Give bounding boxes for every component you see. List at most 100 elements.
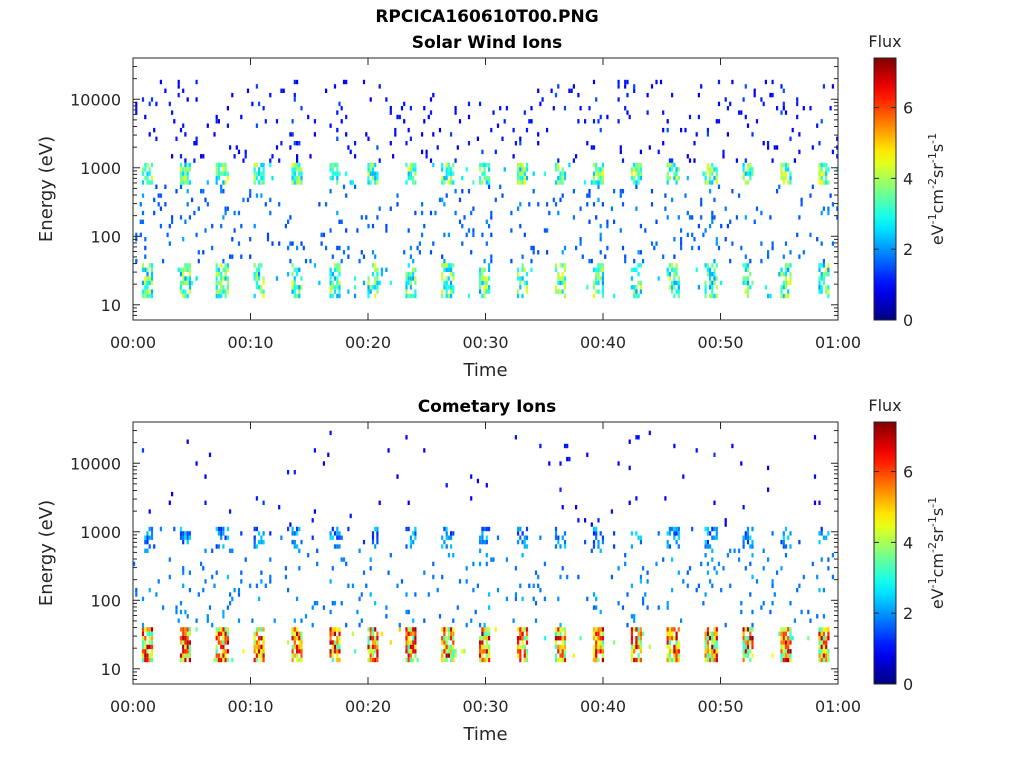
heatmap-cell — [157, 193, 160, 198]
heatmap-cell — [369, 171, 372, 176]
heatmap-cell — [182, 180, 185, 185]
heatmap-cell — [445, 175, 448, 181]
heatmap-cell — [822, 587, 825, 593]
heatmap-cell — [485, 289, 488, 294]
heatmap-cell — [222, 258, 225, 264]
heatmap-cell — [445, 280, 448, 286]
heatmap-cell — [298, 293, 301, 299]
heatmap-cell — [796, 101, 799, 107]
heatmap-cell — [639, 263, 642, 268]
heatmap-cell — [729, 583, 732, 588]
heatmap-cell — [639, 579, 642, 584]
heatmap-cell — [525, 640, 529, 645]
heatmap-cell — [188, 162, 191, 168]
heatmap-cell — [362, 570, 366, 575]
heatmap-cell — [742, 649, 745, 654]
heatmap-cell — [485, 640, 488, 645]
heatmap-cell — [186, 644, 189, 650]
heatmap-cell — [479, 636, 482, 641]
heatmap-cell — [519, 649, 522, 654]
heatmap-cell — [720, 587, 723, 593]
heatmap-cell — [380, 272, 383, 277]
heatmap-cell — [409, 627, 412, 632]
heatmap-cell — [521, 631, 524, 636]
heatmap-cell — [559, 180, 562, 185]
heatmap-cell — [709, 636, 712, 641]
heatmap-cell — [664, 496, 667, 501]
heatmap-cell — [735, 215, 738, 220]
heatmap-cell — [626, 79, 629, 85]
heatmap-cell — [148, 653, 151, 658]
heatmap-cell — [421, 210, 424, 216]
heatmap-cell — [592, 592, 596, 597]
heatmap-cell — [222, 167, 225, 172]
heatmap-cell — [289, 145, 292, 150]
heatmap-cell — [224, 657, 227, 663]
heatmap-cell — [447, 553, 450, 558]
heatmap-cell — [650, 202, 654, 207]
heatmap-cell — [789, 649, 792, 654]
heatmap-cell — [407, 627, 410, 632]
heatmap-cell — [144, 162, 147, 168]
heatmap-cell — [521, 531, 524, 536]
heatmap-cell — [789, 653, 792, 658]
heatmap-cell — [613, 219, 616, 224]
heatmap-cell — [599, 237, 602, 242]
heatmap-cell — [141, 193, 145, 198]
heatmap-cell — [675, 272, 678, 277]
heatmap-cell — [369, 631, 372, 636]
heatmap-cell — [291, 272, 294, 277]
heatmap-cell — [525, 526, 529, 532]
heatmap-cell — [224, 293, 227, 299]
heatmap-cell — [546, 250, 549, 255]
heatmap-cell — [688, 158, 692, 163]
heatmap-cell — [226, 280, 229, 286]
heatmap-cell — [561, 272, 564, 277]
heatmap-cell — [599, 114, 602, 120]
heatmap-cell — [240, 579, 243, 584]
heatmap-cell — [202, 566, 205, 571]
heatmap-cell — [242, 649, 245, 654]
heatmap-cell — [412, 175, 415, 181]
heatmap-cell — [820, 657, 823, 663]
heatmap-cell — [226, 636, 229, 641]
heatmap-cell — [530, 106, 533, 111]
heatmap-cell — [630, 657, 633, 663]
heatmap-cell — [376, 531, 379, 536]
heatmap-cell — [445, 289, 448, 294]
heatmap-cell — [825, 535, 828, 540]
heatmap-cell — [782, 280, 785, 286]
heatmap-cell — [601, 162, 604, 168]
heatmap-cell — [635, 644, 638, 650]
heatmap-cell — [443, 285, 446, 290]
heatmap-cell — [711, 215, 714, 220]
heatmap-cell — [762, 141, 765, 146]
heatmap-cell — [376, 649, 379, 654]
heatmap-cell — [336, 263, 339, 268]
heatmap-cell — [517, 653, 520, 658]
heatmap-cell — [512, 127, 515, 133]
heatmap-cell — [441, 636, 444, 641]
heatmap-cell — [222, 627, 225, 632]
heatmap-cell — [711, 293, 714, 299]
heatmap-cell — [599, 250, 602, 255]
heatmap-cell — [291, 631, 294, 636]
heatmap-cell — [666, 657, 669, 663]
heatmap-cell — [572, 158, 575, 163]
heatmap-cell — [260, 657, 263, 663]
heatmap-cell — [588, 189, 591, 194]
heatmap-cell — [613, 189, 616, 194]
heatmap-cell — [445, 649, 448, 654]
heatmap-cell — [461, 189, 464, 194]
heatmap-cell — [488, 289, 491, 294]
heatmap-cell — [188, 289, 191, 294]
heatmap-cell — [753, 92, 756, 98]
heatmap-cell — [749, 636, 752, 641]
heatmap-cell — [253, 657, 256, 663]
heatmap-cell — [713, 640, 716, 645]
heatmap-cell — [483, 293, 486, 299]
heatmap-cell — [744, 531, 747, 536]
heatmap-cell — [514, 435, 517, 440]
heatmap-cell — [488, 627, 491, 632]
heatmap-cell — [213, 132, 216, 137]
